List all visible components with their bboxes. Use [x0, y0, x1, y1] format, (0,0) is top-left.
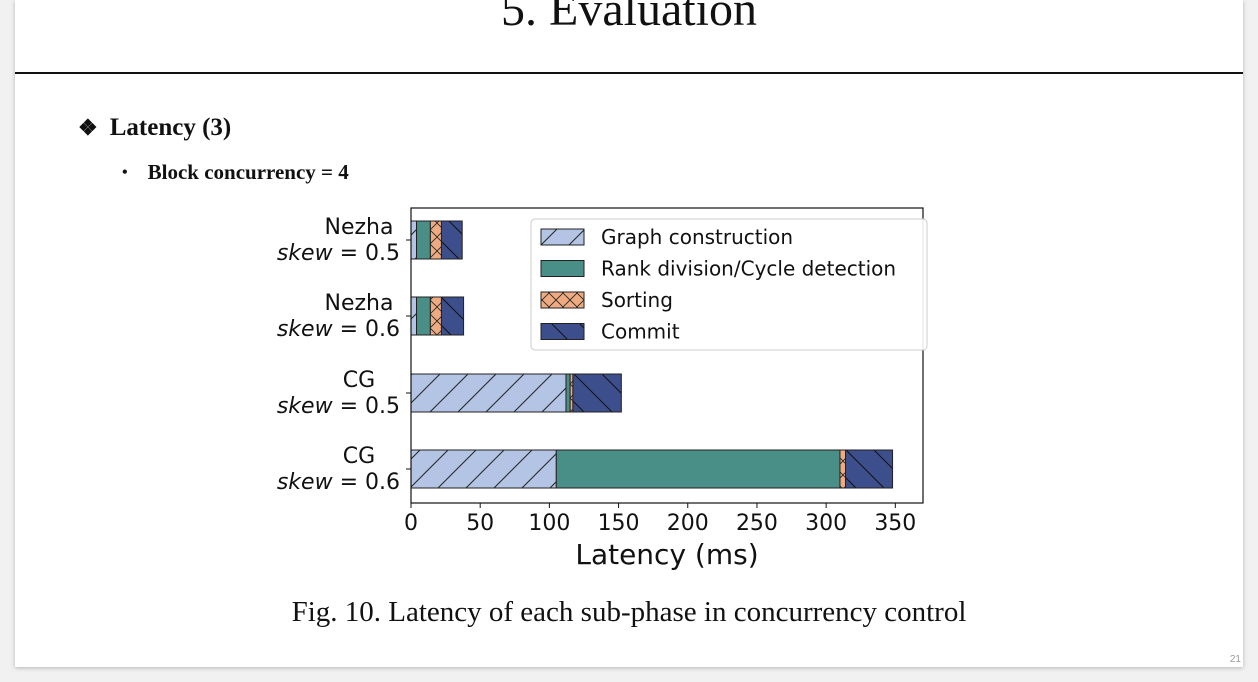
x-tick-label-2: 100 — [528, 511, 570, 536]
bar-hatch-1-series-0 — [411, 297, 417, 335]
bullet-block-concurrency-text: Block concurrency = 4 — [147, 160, 349, 184]
figure-caption: Fig. 10. Latency of each sub-phase in co… — [291, 596, 967, 628]
page-number: 21 — [1229, 654, 1241, 665]
bar-hatch-0-series-0 — [411, 221, 417, 259]
legend-swatch-hatch-3 — [541, 323, 584, 340]
x-tick-label-0: 0 — [404, 511, 418, 536]
category-skew-label-2: skew = 0.5 — [277, 394, 400, 419]
bar-hatch-2-series-2 — [570, 374, 573, 412]
bar-hatch-3-series-3 — [845, 450, 893, 488]
bar-hatch-1-series-3 — [441, 297, 464, 335]
legend-box — [530, 218, 928, 351]
category-label-2: CG — [343, 368, 375, 393]
x-tick-label-7: 350 — [874, 511, 916, 536]
title-rule — [15, 72, 1243, 74]
bar-2-series-1 — [565, 374, 571, 412]
x-tick-label-4: 200 — [667, 511, 709, 536]
legend-label-3: Commit — [601, 320, 680, 344]
bar-hatch-3-series-2 — [839, 450, 846, 488]
category-label-1: Nezha — [325, 291, 394, 316]
bar-edge-3-series-3 — [845, 449, 894, 489]
bar-edge-0-series-3 — [440, 220, 463, 260]
plot-frame — [410, 207, 924, 504]
legend-swatch-edge-3 — [540, 323, 585, 340]
legend-swatch-edge-0 — [540, 228, 585, 246]
bullet-latency-text: Latency (3) — [109, 114, 232, 141]
x-tick-label-3: 150 — [598, 511, 640, 536]
category-skew-label-0: skew = 0.5 — [277, 241, 400, 266]
bar-1-series-1 — [416, 297, 431, 335]
bar-3-series-1 — [556, 450, 840, 488]
legend-swatch-edge-2 — [540, 291, 585, 309]
x-axis-label: Latency (ms) — [575, 538, 758, 571]
category-skew-label-1: skew = 0.6 — [277, 317, 400, 342]
bullet-latency: ❖ Latency (3) — [78, 114, 231, 142]
bar-hatch-3-series-0 — [411, 450, 557, 488]
bar-hatch-1-series-2 — [430, 297, 442, 335]
legend-label-2: Sorting — [601, 288, 673, 312]
category-skew-label-3: skew = 0.6 — [277, 470, 400, 495]
bar-edge-1-series-3 — [440, 296, 465, 336]
category-label-0: Nezha — [325, 215, 394, 240]
slide-title: 5. Evaluation — [501, 0, 757, 36]
dot-bullet-icon: • — [122, 163, 128, 181]
bullet-block-concurrency: • Block concurrency = 4 — [122, 160, 349, 185]
x-tick-label-5: 250 — [736, 511, 778, 536]
legend-swatch-hatch-0 — [541, 229, 584, 245]
bar-hatch-2-series-3 — [572, 374, 622, 412]
legend-label-0: Graph construction — [601, 225, 793, 249]
x-tick-label-6: 300 — [805, 511, 847, 536]
legend-swatch-hatch-2 — [541, 292, 584, 308]
legend-swatch-edge-1 — [540, 260, 585, 277]
bar-hatch-0-series-2 — [430, 221, 442, 259]
category-label-3: CG — [343, 444, 375, 469]
legend-label-1: Rank division/Cycle detection — [601, 257, 896, 281]
slide: 5. Evaluation ❖ Latency (3) • Block conc… — [15, 0, 1243, 667]
legend-swatch-1 — [541, 260, 584, 277]
bar-edge-2-series-3 — [572, 373, 622, 413]
bar-hatch-2-series-0 — [411, 374, 566, 412]
diamond-bullet-icon: ❖ — [78, 115, 98, 140]
x-tick-label-1: 50 — [466, 511, 494, 536]
bar-0-series-1 — [416, 221, 431, 259]
bar-hatch-0-series-3 — [441, 221, 463, 259]
